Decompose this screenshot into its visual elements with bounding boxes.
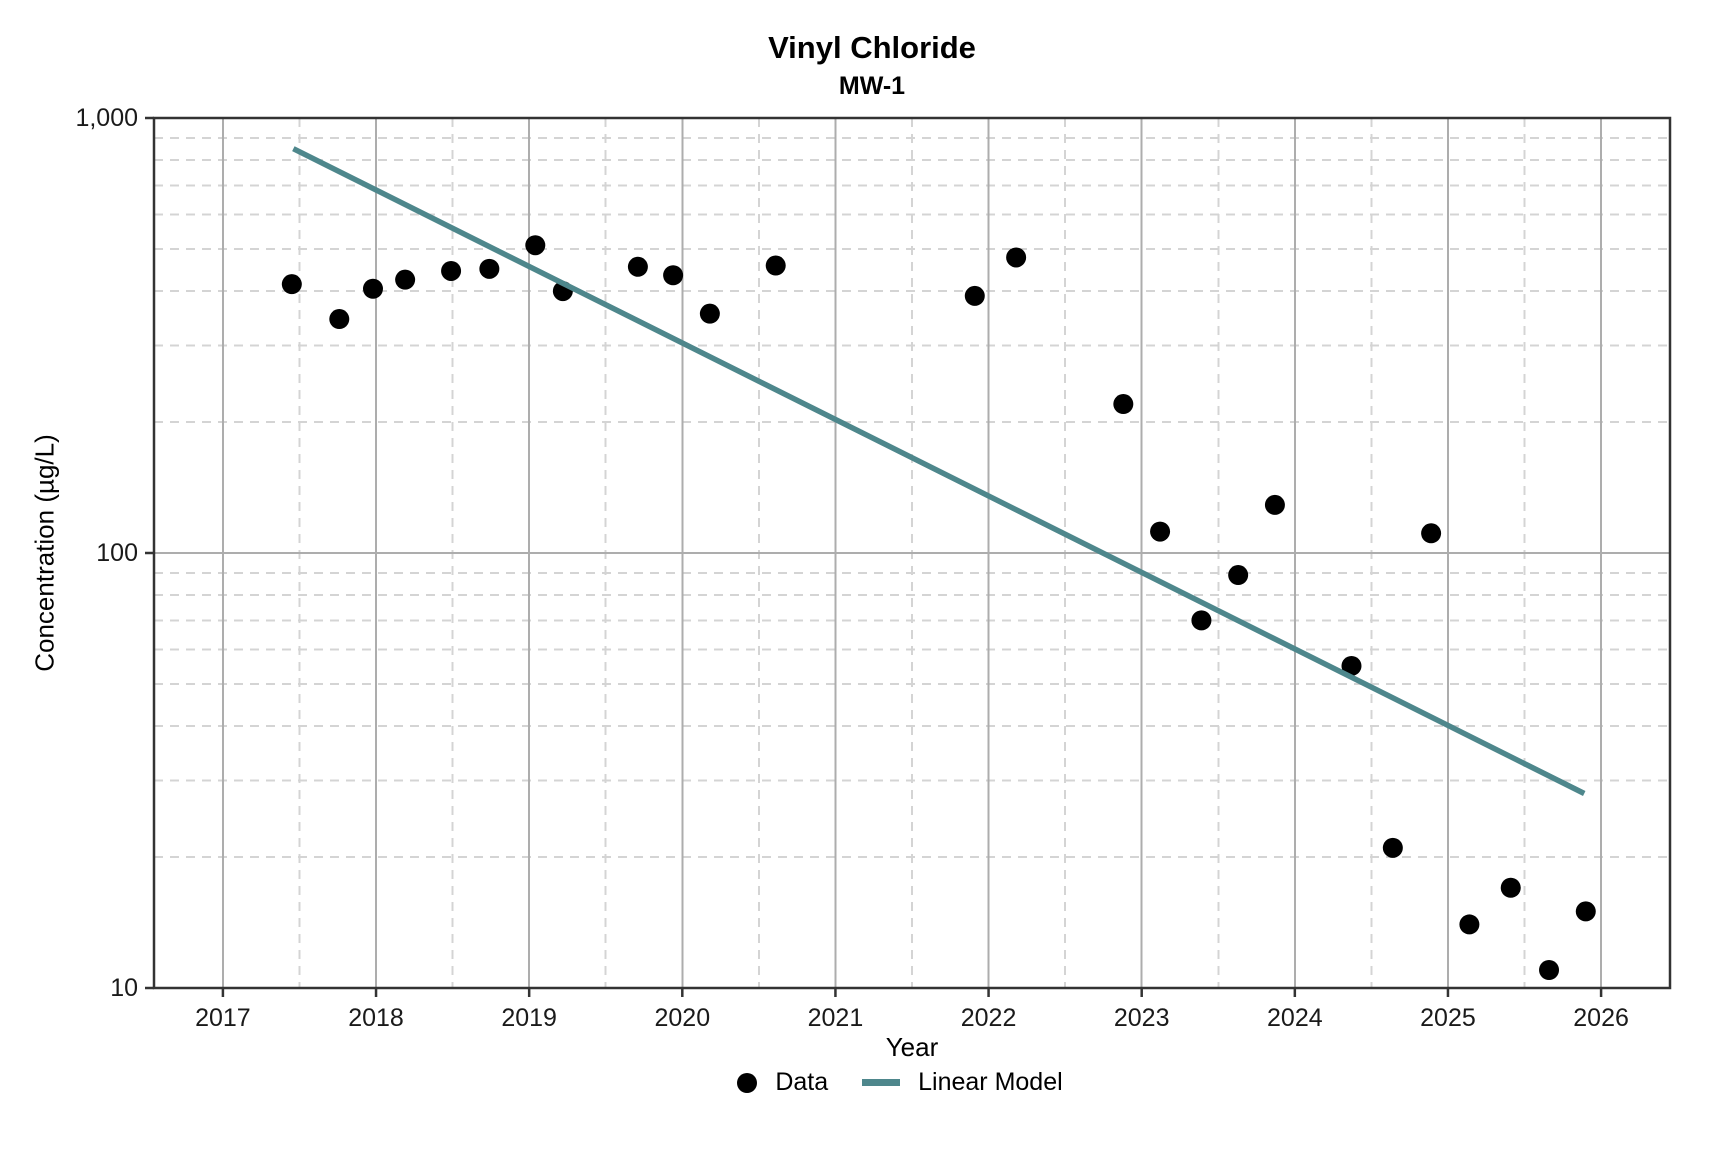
data-point (329, 309, 350, 330)
data-point (699, 303, 720, 324)
y-tick-label: 100 (96, 539, 138, 567)
x-tick-label: 2020 (654, 1004, 710, 1032)
y-tick-label: 10 (110, 974, 138, 1002)
x-tick-label: 2024 (1267, 1004, 1323, 1032)
data-point (1500, 877, 1521, 898)
data-point (281, 274, 302, 295)
legend-label-linear-model: Linear Model (918, 1068, 1063, 1096)
data-point (627, 256, 648, 277)
data-point (479, 258, 500, 279)
data-point (1113, 394, 1134, 415)
x-tick-label: 2021 (808, 1004, 864, 1032)
y-tick-label: 1,000 (75, 104, 138, 132)
chart-subtitle: MW-1 (838, 72, 906, 100)
data-point (1539, 959, 1560, 980)
data-point (765, 255, 786, 276)
data-point (1421, 523, 1442, 544)
data-point (441, 260, 462, 281)
chart-title: Vinyl Chloride (768, 30, 976, 65)
legend-item-data: Data (737, 1068, 828, 1097)
data-point (964, 285, 985, 306)
data-point (1575, 901, 1596, 922)
data-point (1341, 655, 1362, 676)
legend: Data Linear Model (60, 1068, 1728, 1097)
data-point (1006, 247, 1027, 268)
data-point-icon (737, 1072, 758, 1093)
x-tick-label: 2023 (1114, 1004, 1170, 1032)
data-point (395, 269, 416, 290)
x-tick-label: 2017 (195, 1004, 251, 1032)
data-point (1264, 494, 1285, 515)
data-point (1459, 914, 1480, 935)
data-point (362, 278, 383, 299)
x-axis-label: Year (885, 1032, 939, 1062)
data-point (1382, 837, 1403, 858)
x-tick-label: 2026 (1573, 1004, 1629, 1032)
data-point (1191, 610, 1212, 631)
data-point (1150, 521, 1171, 542)
trend-line (292, 146, 1586, 796)
legend-item-linear-model: Linear Model (862, 1068, 1063, 1097)
x-tick-label: 2019 (501, 1004, 557, 1032)
trend-line-icon (862, 1079, 901, 1086)
data-point (1228, 565, 1249, 586)
x-tick-label: 2018 (348, 1004, 404, 1032)
y-axis-label: Concentration (µg/L) (29, 434, 60, 672)
x-tick-label: 2022 (961, 1004, 1017, 1032)
legend-label-data: Data (775, 1068, 829, 1096)
x-tick-label: 2025 (1420, 1004, 1476, 1032)
data-point (663, 265, 684, 286)
data-point (525, 235, 546, 256)
